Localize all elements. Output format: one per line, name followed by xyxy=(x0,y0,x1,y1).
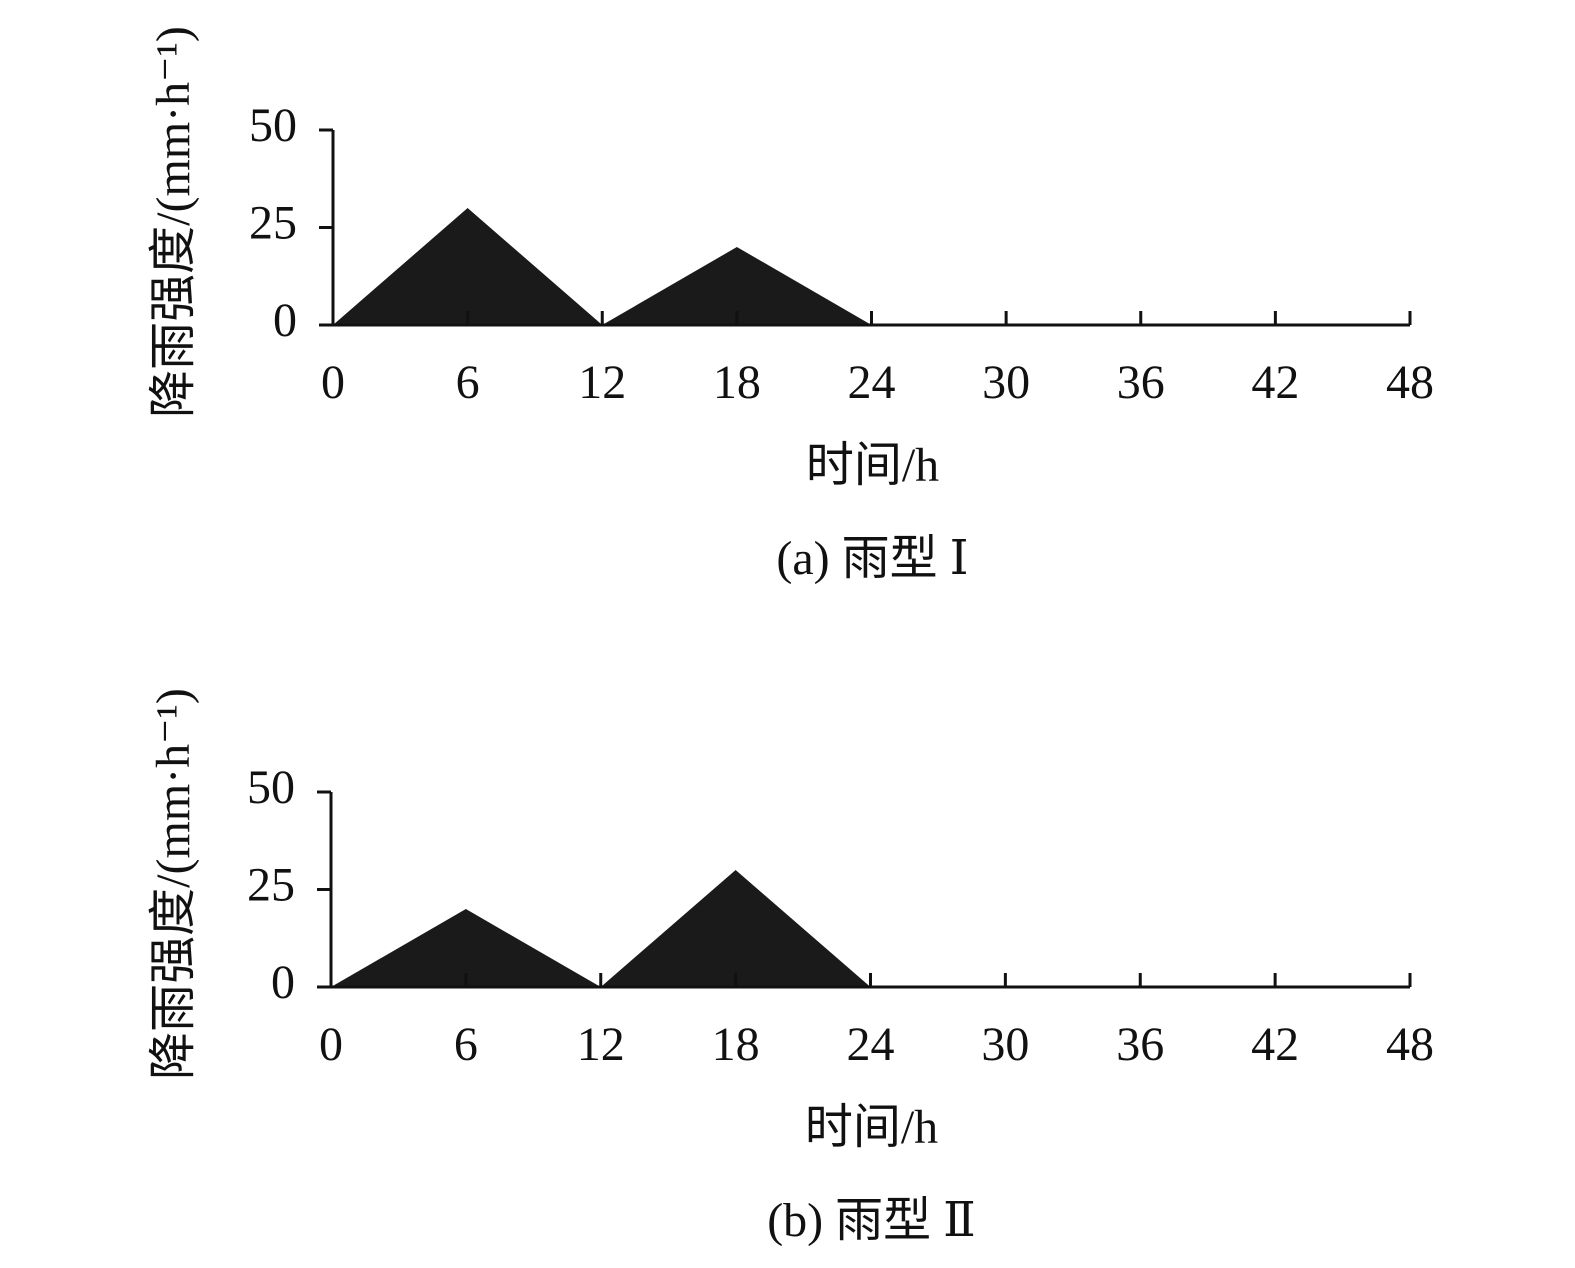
y-tick-label: 0 xyxy=(273,294,297,347)
x-axis-label: 时间/h xyxy=(806,439,939,492)
x-tick-label: 6 xyxy=(456,356,480,409)
x-tick-label: 48 xyxy=(1386,1018,1434,1071)
caption: (b) 雨型 Ⅱ xyxy=(767,1194,976,1247)
rain-area xyxy=(331,870,871,987)
x-tick-label: 24 xyxy=(848,356,896,409)
y-tick-label: 25 xyxy=(249,197,297,250)
y-axis-label: 降雨强度/(mm·h⁻¹) xyxy=(147,26,200,418)
y-tick-label: 50 xyxy=(249,99,297,152)
x-tick-label: 18 xyxy=(712,1018,760,1071)
caption: (a) 雨型 Ⅰ xyxy=(776,532,968,585)
x-tick-label: 0 xyxy=(319,1018,343,1071)
y-tick-label: 25 xyxy=(247,859,295,912)
x-tick-label: 6 xyxy=(454,1018,478,1071)
x-tick-label: 12 xyxy=(577,1018,625,1071)
x-tick-label: 42 xyxy=(1251,1018,1299,1071)
x-tick-label: 36 xyxy=(1117,356,1165,409)
rain-area xyxy=(333,208,872,325)
y-axis-label: 降雨强度/(mm·h⁻¹) xyxy=(147,688,200,1080)
y-tick-label: 0 xyxy=(271,956,295,1009)
y-tick-label: 50 xyxy=(247,761,295,814)
x-tick-label: 18 xyxy=(713,356,761,409)
x-axis-label: 时间/h xyxy=(805,1101,938,1154)
x-tick-label: 36 xyxy=(1116,1018,1164,1071)
x-tick-label: 48 xyxy=(1386,356,1434,409)
x-tick-label: 12 xyxy=(578,356,626,409)
x-tick-label: 30 xyxy=(981,1018,1029,1071)
x-tick-label: 0 xyxy=(321,356,345,409)
x-tick-label: 24 xyxy=(847,1018,895,1071)
x-tick-label: 30 xyxy=(982,356,1030,409)
x-tick-label: 42 xyxy=(1251,356,1299,409)
